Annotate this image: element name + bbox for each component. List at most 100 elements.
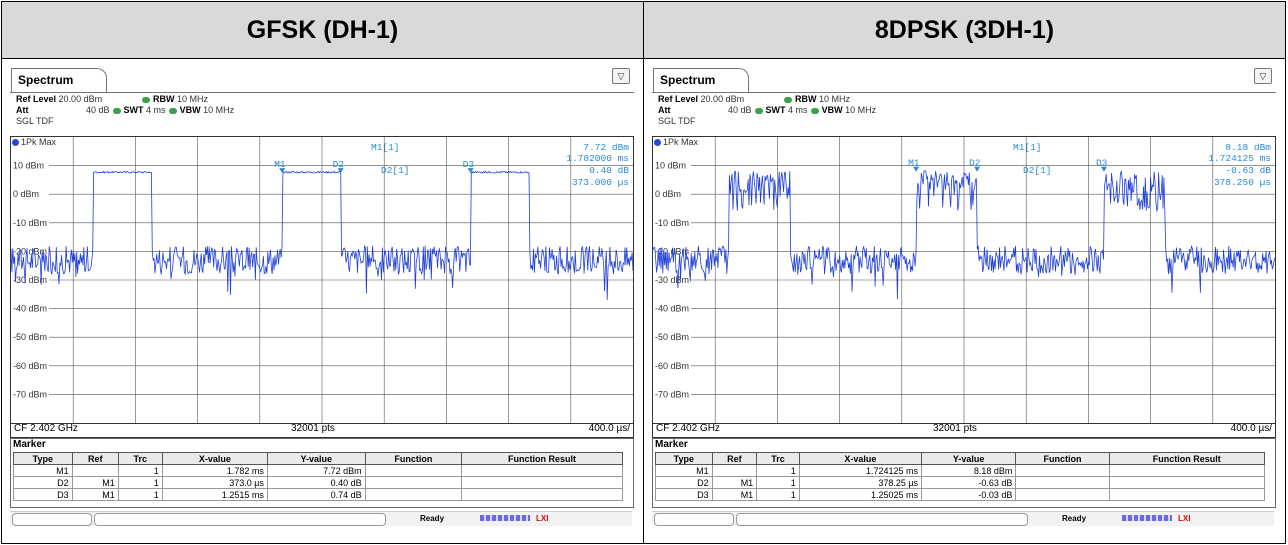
marker-row[interactable]: M1 1 1.724125 ms 8.18 dBm xyxy=(655,464,1266,477)
status-field xyxy=(654,513,734,526)
marker-cell xyxy=(1015,464,1110,477)
marker-cell xyxy=(461,488,623,501)
marker-readout-d2-level: -0.63 dB xyxy=(1225,165,1271,176)
marker-cell: 378.25 µs xyxy=(798,476,923,489)
marker-cell xyxy=(711,464,758,477)
y-tick-label: -50 dBm xyxy=(13,332,47,342)
coupled-indicator-icon xyxy=(168,107,177,114)
marker-readout-m1-level: 7.72 dBm xyxy=(583,142,629,153)
tick-label-bg xyxy=(653,188,691,200)
att-swt-vbw-row: 40 dB SWT 4 ms VBW 10 MHz xyxy=(86,105,234,115)
marker-readout-d2-level: 0.40 dB xyxy=(589,165,629,176)
rbw-row: RBW 10 MHz xyxy=(781,94,850,104)
marker-cell xyxy=(364,464,463,477)
menu-icon[interactable]: ▽ xyxy=(1254,68,1272,84)
marker-cell: D2 xyxy=(13,476,73,489)
trace-line xyxy=(11,170,633,300)
frequency-bar: CF 2.402 GHz 32001 pts 400.0 µs/ xyxy=(652,422,1276,438)
status-field xyxy=(94,513,386,526)
marker-cell: -0.03 dB xyxy=(921,488,1017,501)
y-tick-label: -30 dBm xyxy=(13,275,47,285)
marker-cell xyxy=(461,476,623,489)
marker-readout-m1-time: 1.724125 ms xyxy=(1208,153,1271,164)
marker-cell xyxy=(1108,488,1266,501)
marker-cell: 0.74 dB xyxy=(266,488,366,501)
marker-cell: 1 xyxy=(117,464,163,477)
marker-col-header: Trc xyxy=(117,452,163,465)
trace-plot: 10 dBm 0 dBm -10 dBm -20 dBm -30 dBm -40 dBm -… xyxy=(652,136,1276,424)
marker-readout-d2-time: 373.000 µs xyxy=(572,177,629,188)
marker-readout-m1-name: M1[1] xyxy=(1013,142,1042,153)
y-tick-label: -40 dBm xyxy=(13,304,47,314)
marker-col-header: Type xyxy=(13,452,73,465)
coupled-indicator-icon xyxy=(810,107,819,114)
tick-label-bg xyxy=(11,359,49,371)
y-tick-label: 10 dBm xyxy=(655,161,686,171)
rbw-row: RBW 10 MHz xyxy=(139,94,208,104)
marker-col-header: Function xyxy=(1015,452,1110,465)
marker-cell: 1 xyxy=(756,476,800,489)
rbw-label: RBW xyxy=(153,94,175,104)
rbw-label: RBW xyxy=(795,94,817,104)
marker-row[interactable]: D2 M1 1 373.0 µs 0.40 dB xyxy=(13,476,623,489)
marker-readout-d2-name: D2[1] xyxy=(381,165,410,176)
marker-row[interactable]: D3 M1 1 1.2515 ms 0.74 dB xyxy=(13,488,623,501)
marker-col-header: Function xyxy=(364,452,463,465)
tick-label-bg xyxy=(653,274,691,285)
marker-col-header: Type xyxy=(655,452,713,465)
swt-label: SWT xyxy=(765,105,786,115)
marker-col-header: Ref xyxy=(711,452,758,465)
marker-cell xyxy=(71,464,119,477)
marker-row[interactable]: D2 M1 1 378.25 µs -0.63 dB xyxy=(655,476,1266,489)
marker-cell: M1 xyxy=(71,476,119,489)
marker-cell: M1 xyxy=(71,488,119,501)
status-ready: Ready xyxy=(1062,514,1087,523)
vbw-value: 10 MHz xyxy=(845,105,877,115)
trace-label-text: 1Pk Max xyxy=(663,137,699,147)
att-value: 40 dB xyxy=(728,105,752,115)
marker-cell xyxy=(1015,488,1110,501)
tick-label-bg xyxy=(11,274,49,285)
marker-row[interactable]: M1 1 1.782 ms 7.72 dBm xyxy=(13,464,623,477)
menu-icon[interactable]: ▽ xyxy=(612,68,630,84)
trace-line xyxy=(653,169,1275,300)
marker-readout-m1-name: M1[1] xyxy=(371,142,400,153)
sweep-mode: SGL TDF xyxy=(16,116,54,126)
y-tick-label: -10 dBm xyxy=(13,218,47,228)
tick-label-bg xyxy=(11,245,49,257)
trace-marker-label: D3 xyxy=(463,159,475,170)
panel-gfsk: GFSK (DH-1) Spectrum ▽ Ref Level 20.00 d… xyxy=(2,2,644,543)
marker-cell: -0.63 dB xyxy=(921,476,1017,489)
marker-row[interactable]: D3 M1 1 1.25025 ms -0.03 dB xyxy=(655,488,1266,501)
lxi-icon: LXI xyxy=(1178,514,1191,523)
marker-cell: 1 xyxy=(756,488,800,501)
ref-level-row: Ref Level 20.00 dBm xyxy=(658,94,744,104)
trace-label: 1Pk Max xyxy=(11,137,56,147)
marker-cell: M1 xyxy=(13,464,73,477)
tab-spectrum[interactable]: Spectrum xyxy=(653,68,749,92)
y-tick-label: 10 dBm xyxy=(13,161,44,171)
marker-cell xyxy=(1108,464,1266,477)
marker-cell: 8.18 dBm xyxy=(921,464,1017,477)
trace-marker-label: D2 xyxy=(333,159,345,170)
tick-label-bg xyxy=(11,302,49,314)
trace-marker-label: D2 xyxy=(969,158,981,169)
tab-spectrum[interactable]: Spectrum xyxy=(11,68,107,92)
marker-readout-d2-name: D2[1] xyxy=(1023,165,1052,176)
marker-table: Type Ref Trc X-value Y-value Function Function… xyxy=(655,452,1266,501)
marker-table-title: Marker xyxy=(13,439,46,450)
y-tick-label: -60 dBm xyxy=(655,361,689,371)
att-label: Att xyxy=(658,105,671,115)
status-bar: Ready LXI xyxy=(652,511,1274,526)
trace-marker-label: M1 xyxy=(274,159,286,170)
swt-value: 4 ms xyxy=(788,105,808,115)
sweep-points: 32001 pts xyxy=(933,423,977,434)
trace-label-text: 1Pk Max xyxy=(21,137,57,147)
vbw-value: 10 MHz xyxy=(203,105,235,115)
marker-cell xyxy=(364,488,463,501)
swt-label: SWT xyxy=(123,105,144,115)
marker-cell: 373.0 µs xyxy=(161,476,268,489)
